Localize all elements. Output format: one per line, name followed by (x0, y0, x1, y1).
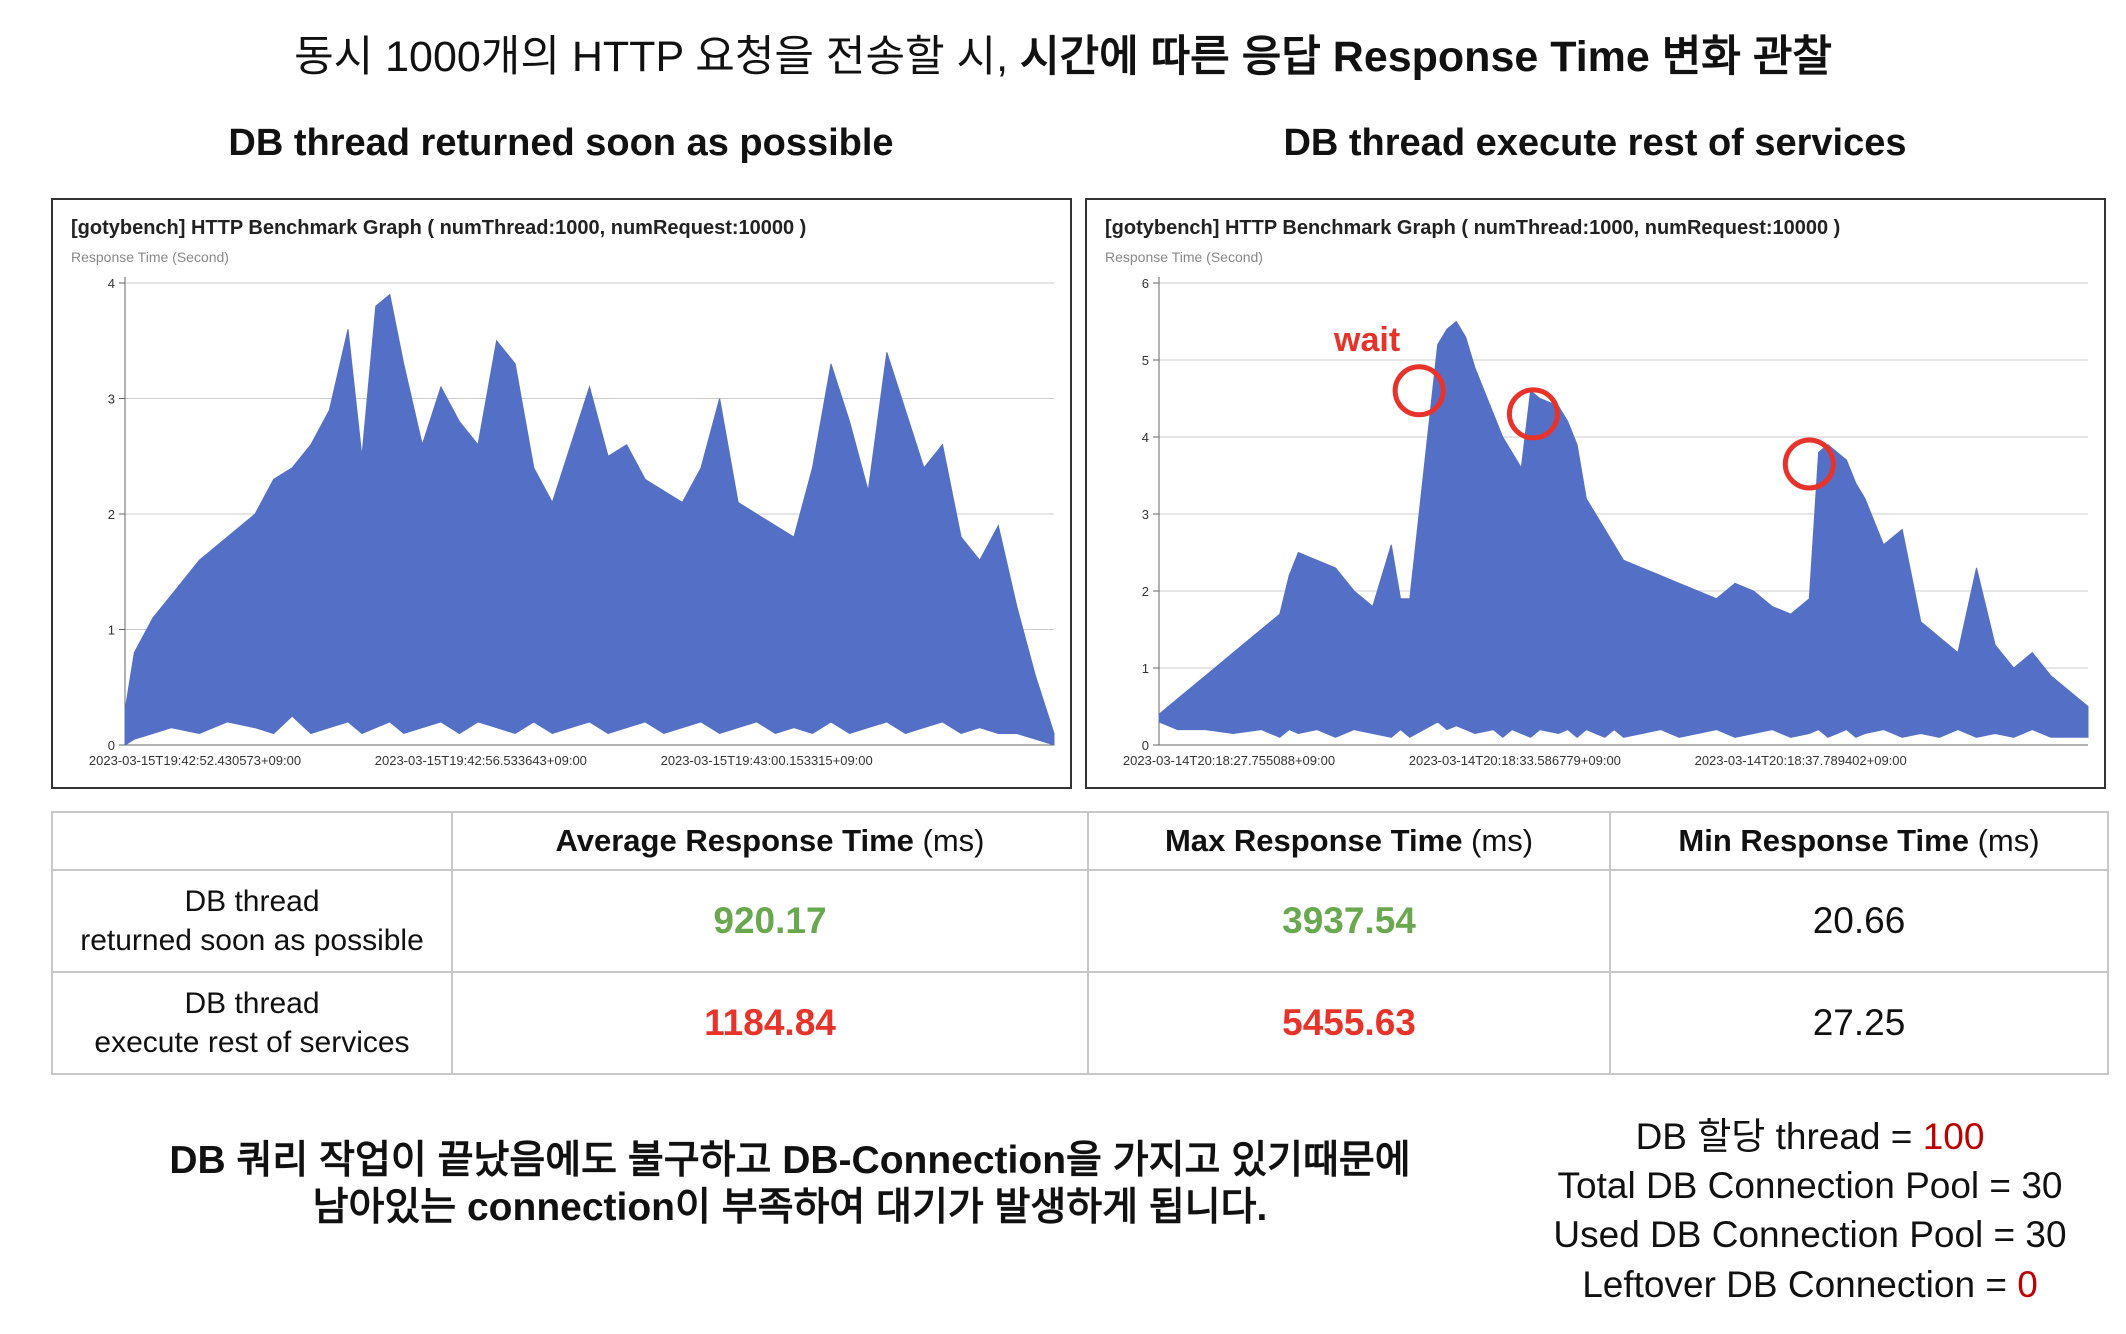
page-title-normal: 동시 1000개의 HTTP 요청을 전송할 시, (294, 33, 1020, 81)
conclusion-text: DB 쿼리 작업이 끝났음에도 불구하고 DB-Connection을 가지고 … (40, 1138, 1540, 1232)
right-chart-title: [gotybench] HTTP Benchmark Graph ( numTh… (1105, 217, 1840, 239)
right-chart-ytick-label: 4 (1142, 430, 1149, 445)
right-chart-xtick-label: 2023-03-14T20:18:37.789402+09:00 (1695, 753, 1907, 768)
avg-cell: 920.17 (451, 869, 1089, 973)
left-chart-ytick-label: 0 (108, 738, 115, 753)
header-average: Average Response Time (ms) (451, 811, 1089, 871)
stat-total-pool: Total DB Connection Pool = 30 (1557, 1165, 2063, 1207)
left-chart-svg: [gotybench] HTTP Benchmark Graph ( numTh… (71, 217, 1055, 768)
max-cell: 3937.54 (1087, 869, 1611, 973)
left-chart-area-series (124, 293, 1055, 746)
right-chart-xtick-label: 2023-03-14T20:18:33.586779+09:00 (1409, 753, 1621, 768)
right-chart-wait-circle (1782, 437, 1836, 491)
avg-cell: 1184.84 (451, 971, 1089, 1075)
header-max: Max Response Time (ms) (1087, 811, 1611, 871)
left-chart-xtick-label: 2023-03-15T19:42:52.430573+09:00 (89, 753, 301, 768)
left-subtitle: DB thread returned soon as possible (228, 122, 894, 164)
left-chart-xtick-label: 2023-03-15T19:43:00.153315+09:00 (661, 753, 873, 768)
stat-leftover: Leftover DB Connection = 0 (1582, 1263, 2038, 1305)
left-chart-ytick-label: 3 (108, 392, 115, 407)
right-subtitle: DB thread execute rest of services (1283, 122, 1907, 164)
row-label: DB thread returned soon as possible (51, 869, 453, 973)
right-chart-svg: [gotybench] HTTP Benchmark Graph ( numTh… (1105, 217, 2089, 768)
table-row: DB thread execute rest of services 1184.8… (51, 971, 2109, 1075)
right-chart-xtick-label: 2023-03-14T20:18:27.755088+09:00 (1123, 753, 1335, 768)
right-chart-wait-label: wait (1333, 321, 1400, 359)
left-chart-title: [gotybench] HTTP Benchmark Graph ( numTh… (71, 217, 806, 239)
results-table: Average Response Time (ms) Max Response … (51, 811, 2109, 1075)
stat-thread: DB 할당 thread = 100 (1635, 1116, 1985, 1157)
row-label: DB thread execute rest of services (51, 971, 453, 1075)
header-min: Min Response Time (ms) (1609, 811, 2109, 871)
min-cell: 27.25 (1609, 971, 2109, 1075)
min-cell: 20.66 (1609, 869, 2109, 973)
right-chart-wait-circle (1392, 364, 1446, 418)
right-chart-ytick-label: 5 (1142, 353, 1149, 368)
table-row: DB thread returned soon as possible 920.1… (51, 869, 2109, 973)
right-chart-ylabel: Response Time (Second) (1105, 249, 1263, 265)
table-header-row: Average Response Time (ms) Max Response … (51, 811, 2109, 871)
left-chart: [gotybench] HTTP Benchmark Graph ( numTh… (51, 198, 1072, 789)
right-chart-ytick-label: 6 (1142, 276, 1149, 291)
right-chart-ytick-label: 0 (1142, 738, 1149, 753)
max-cell: 5455.63 (1087, 971, 1611, 1075)
right-chart-area-series (1158, 320, 2089, 738)
right-chart: [gotybench] HTTP Benchmark Graph ( numTh… (1085, 198, 2106, 789)
stat-leftover-value: 0 (2017, 1263, 2038, 1305)
right-chart-ytick-label: 3 (1142, 507, 1149, 522)
stat-thread-value: 100 (1922, 1116, 1985, 1157)
right-chart-ytick-label: 2 (1142, 584, 1149, 599)
left-chart-xtick-label: 2023-03-15T19:42:56.533643+09:00 (375, 753, 587, 768)
db-stats: DB 할당 thread = 100 Total DB Connection P… (1530, 1112, 2090, 1309)
right-chart-wait-circle (1506, 387, 1560, 441)
conclusion-line-2: 남아있는 connection이 부족하여 대기가 발생하게 됩니다. (312, 1185, 1268, 1229)
right-chart-ytick-label: 1 (1142, 661, 1149, 676)
conclusion-line-1: DB 쿼리 작업이 끝났음에도 불구하고 DB-Connection을 가지고 … (169, 1139, 1411, 1182)
stat-used-pool: Used DB Connection Pool = 30 (1553, 1214, 2067, 1256)
page-title: 동시 1000개의 HTTP 요청을 전송할 시, 시간에 따른 응답 Resp… (0, 22, 2126, 84)
left-chart-ytick-label: 1 (108, 623, 115, 638)
page-title-bold: 시간에 따른 응답 Response Time 변화 관찰 (1020, 33, 1832, 81)
left-chart-ylabel: Response Time (Second) (71, 249, 229, 265)
left-chart-ytick-label: 4 (108, 276, 115, 291)
left-chart-ytick-label: 2 (108, 507, 115, 522)
table-corner-cell (51, 811, 453, 871)
